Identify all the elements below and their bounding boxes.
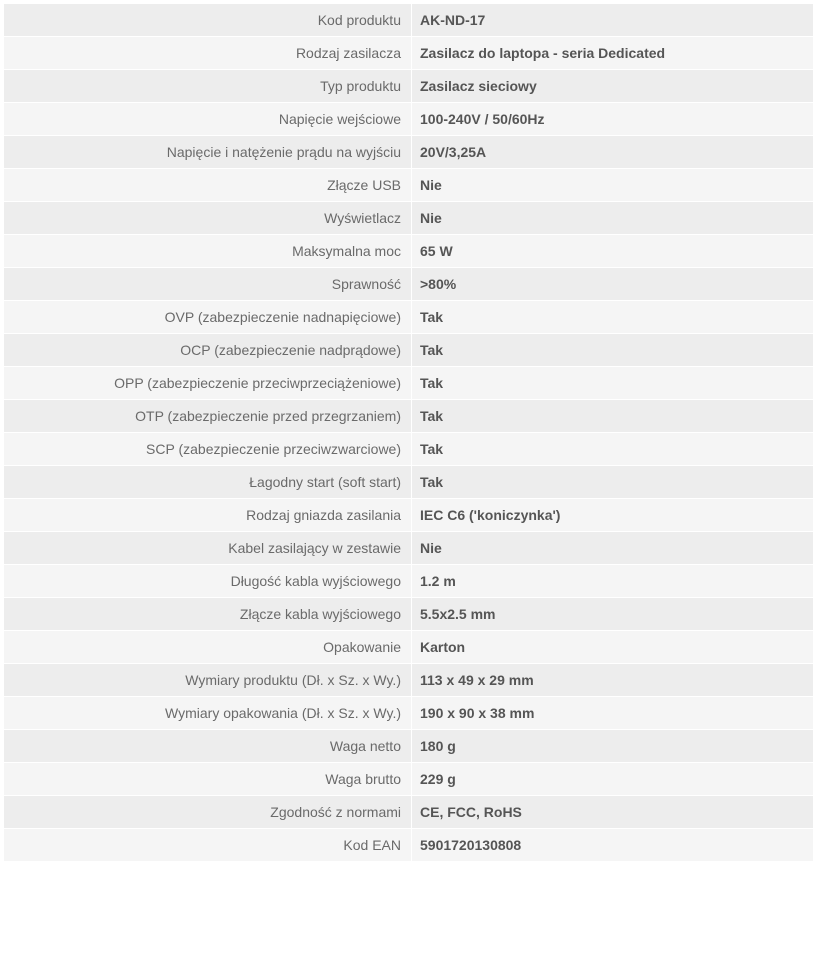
spec-value: IEC C6 ('koniczynka')	[412, 499, 813, 531]
spec-value: 5.5x2.5 mm	[412, 598, 813, 630]
spec-value: Zasilacz do laptopa - seria Dedicated	[412, 37, 813, 69]
spec-value: Zasilacz sieciowy	[412, 70, 813, 102]
spec-value: Karton	[412, 631, 813, 663]
spec-label: Rodzaj gniazda zasilania	[4, 499, 412, 531]
table-row: Długość kabla wyjściowego 1.2 m	[4, 565, 813, 598]
table-row: Kod EAN 5901720130808	[4, 829, 813, 862]
table-row: Wymiary opakowania (Dł. x Sz. x Wy.) 190…	[4, 697, 813, 730]
spec-value: 229 g	[412, 763, 813, 795]
spec-value: CE, FCC, RoHS	[412, 796, 813, 828]
spec-label: Długość kabla wyjściowego	[4, 565, 412, 597]
table-row: OPP (zabezpieczenie przeciwprzeciążeniow…	[4, 367, 813, 400]
table-row: Sprawność >80%	[4, 268, 813, 301]
table-row: OCP (zabezpieczenie nadprądowe) Tak	[4, 334, 813, 367]
table-row: SCP (zabezpieczenie przeciwzwarciowe) Ta…	[4, 433, 813, 466]
spec-value: Tak	[412, 301, 813, 333]
spec-label: Kod EAN	[4, 829, 412, 861]
table-row: Waga netto 180 g	[4, 730, 813, 763]
spec-value: 180 g	[412, 730, 813, 762]
spec-label: OTP (zabezpieczenie przed przegrzaniem)	[4, 400, 412, 432]
table-row: Rodzaj gniazda zasilania IEC C6 ('konicz…	[4, 499, 813, 532]
table-row: Rodzaj zasilacza Zasilacz do laptopa - s…	[4, 37, 813, 70]
spec-value: 100-240V / 50/60Hz	[412, 103, 813, 135]
spec-label: OPP (zabezpieczenie przeciwprzeciążeniow…	[4, 367, 412, 399]
spec-value: 190 x 90 x 38 mm	[412, 697, 813, 729]
spec-label: Wymiary opakowania (Dł. x Sz. x Wy.)	[4, 697, 412, 729]
table-row: Wyświetlacz Nie	[4, 202, 813, 235]
table-row: Zgodność z normami CE, FCC, RoHS	[4, 796, 813, 829]
spec-label: Waga netto	[4, 730, 412, 762]
spec-value: 1.2 m	[412, 565, 813, 597]
spec-label: Wymiary produktu (Dł. x Sz. x Wy.)	[4, 664, 412, 696]
spec-value: AK-ND-17	[412, 4, 813, 36]
spec-value: Tak	[412, 400, 813, 432]
table-row: Wymiary produktu (Dł. x Sz. x Wy.) 113 x…	[4, 664, 813, 697]
table-row: Napięcie wejściowe 100-240V / 50/60Hz	[4, 103, 813, 136]
spec-label: Rodzaj zasilacza	[4, 37, 412, 69]
spec-label: OVP (zabezpieczenie nadnapięciowe)	[4, 301, 412, 333]
spec-label: Napięcie wejściowe	[4, 103, 412, 135]
spec-label: Złącze kabla wyjściowego	[4, 598, 412, 630]
spec-value: Tak	[412, 433, 813, 465]
spec-label: SCP (zabezpieczenie przeciwzwarciowe)	[4, 433, 412, 465]
spec-label: Waga brutto	[4, 763, 412, 795]
spec-label: OCP (zabezpieczenie nadprądowe)	[4, 334, 412, 366]
table-row: Maksymalna moc 65 W	[4, 235, 813, 268]
spec-value: Tak	[412, 466, 813, 498]
table-row: Złącze kabla wyjściowego 5.5x2.5 mm	[4, 598, 813, 631]
table-row: Kod produktu AK-ND-17	[4, 4, 813, 37]
spec-value: 5901720130808	[412, 829, 813, 861]
spec-value: >80%	[412, 268, 813, 300]
table-row: Napięcie i natężenie prądu na wyjściu 20…	[4, 136, 813, 169]
spec-value: 20V/3,25A	[412, 136, 813, 168]
spec-table: Kod produktu AK-ND-17 Rodzaj zasilacza Z…	[4, 4, 813, 862]
table-row: Łagodny start (soft start) Tak	[4, 466, 813, 499]
spec-value: Nie	[412, 532, 813, 564]
table-row: Opakowanie Karton	[4, 631, 813, 664]
table-row: OTP (zabezpieczenie przed przegrzaniem) …	[4, 400, 813, 433]
table-row: Typ produktu Zasilacz sieciowy	[4, 70, 813, 103]
spec-label: Zgodność z normami	[4, 796, 412, 828]
table-row: Kabel zasilający w zestawie Nie	[4, 532, 813, 565]
table-row: OVP (zabezpieczenie nadnapięciowe) Tak	[4, 301, 813, 334]
spec-value: 65 W	[412, 235, 813, 267]
spec-label: Sprawność	[4, 268, 412, 300]
spec-value: Nie	[412, 169, 813, 201]
table-row: Złącze USB Nie	[4, 169, 813, 202]
spec-value: Nie	[412, 202, 813, 234]
spec-value: Tak	[412, 367, 813, 399]
spec-label: Napięcie i natężenie prądu na wyjściu	[4, 136, 412, 168]
table-row: Waga brutto 229 g	[4, 763, 813, 796]
spec-label: Typ produktu	[4, 70, 412, 102]
spec-label: Maksymalna moc	[4, 235, 412, 267]
spec-value: Tak	[412, 334, 813, 366]
spec-label: Złącze USB	[4, 169, 412, 201]
spec-value: 113 x 49 x 29 mm	[412, 664, 813, 696]
spec-label: Opakowanie	[4, 631, 412, 663]
spec-label: Kod produktu	[4, 4, 412, 36]
spec-label: Kabel zasilający w zestawie	[4, 532, 412, 564]
spec-label: Wyświetlacz	[4, 202, 412, 234]
spec-label: Łagodny start (soft start)	[4, 466, 412, 498]
